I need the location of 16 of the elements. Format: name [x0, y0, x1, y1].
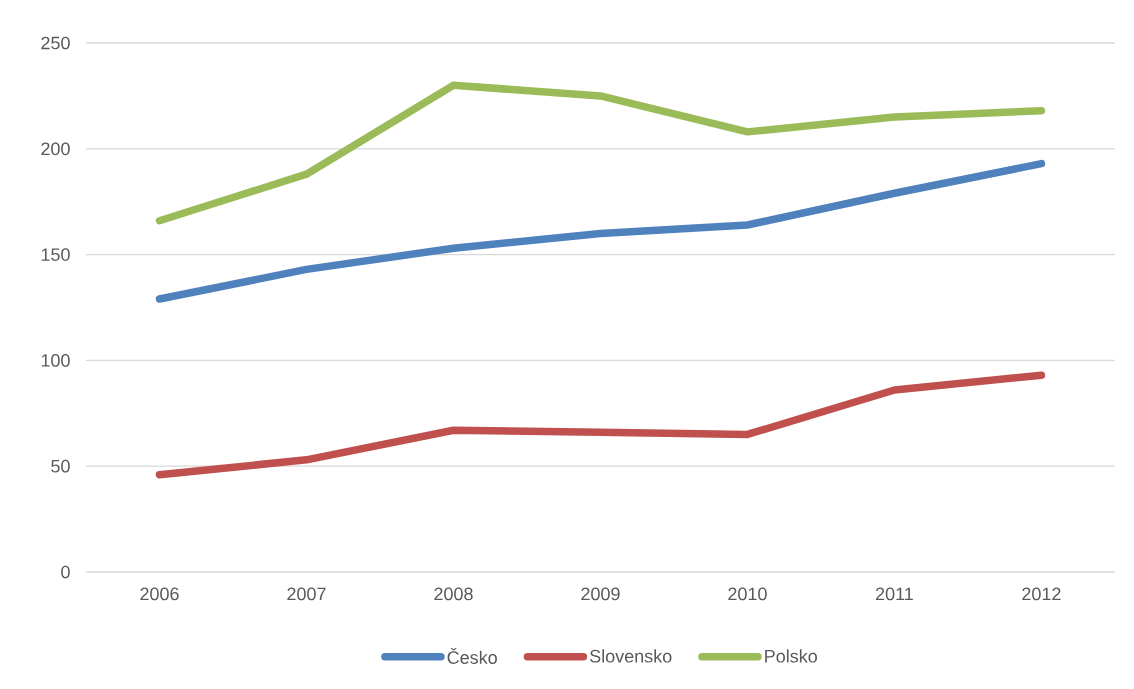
- y-tick-label: 50: [51, 459, 70, 473]
- x-tick-label: 2011: [875, 587, 913, 601]
- legend-label: Polsko: [765, 649, 817, 663]
- y-tick-label: 250: [41, 36, 70, 50]
- x-tick-label: 2012: [1022, 587, 1061, 601]
- y-tick-label: 100: [41, 354, 70, 367]
- x-tick-label: 2010: [728, 587, 767, 601]
- legend-label: Česko: [447, 648, 497, 664]
- x-tick-label: 2007: [287, 587, 326, 601]
- y-tick-label: 200: [41, 142, 70, 156]
- x-tick-label: 2009: [581, 587, 620, 601]
- y-tick-label: 150: [41, 248, 70, 261]
- x-tick-label: 2006: [140, 587, 179, 601]
- legend-label: Slovensko: [589, 649, 672, 663]
- x-tick-label: 2008: [434, 587, 473, 601]
- y-tick-label: 0: [61, 565, 70, 579]
